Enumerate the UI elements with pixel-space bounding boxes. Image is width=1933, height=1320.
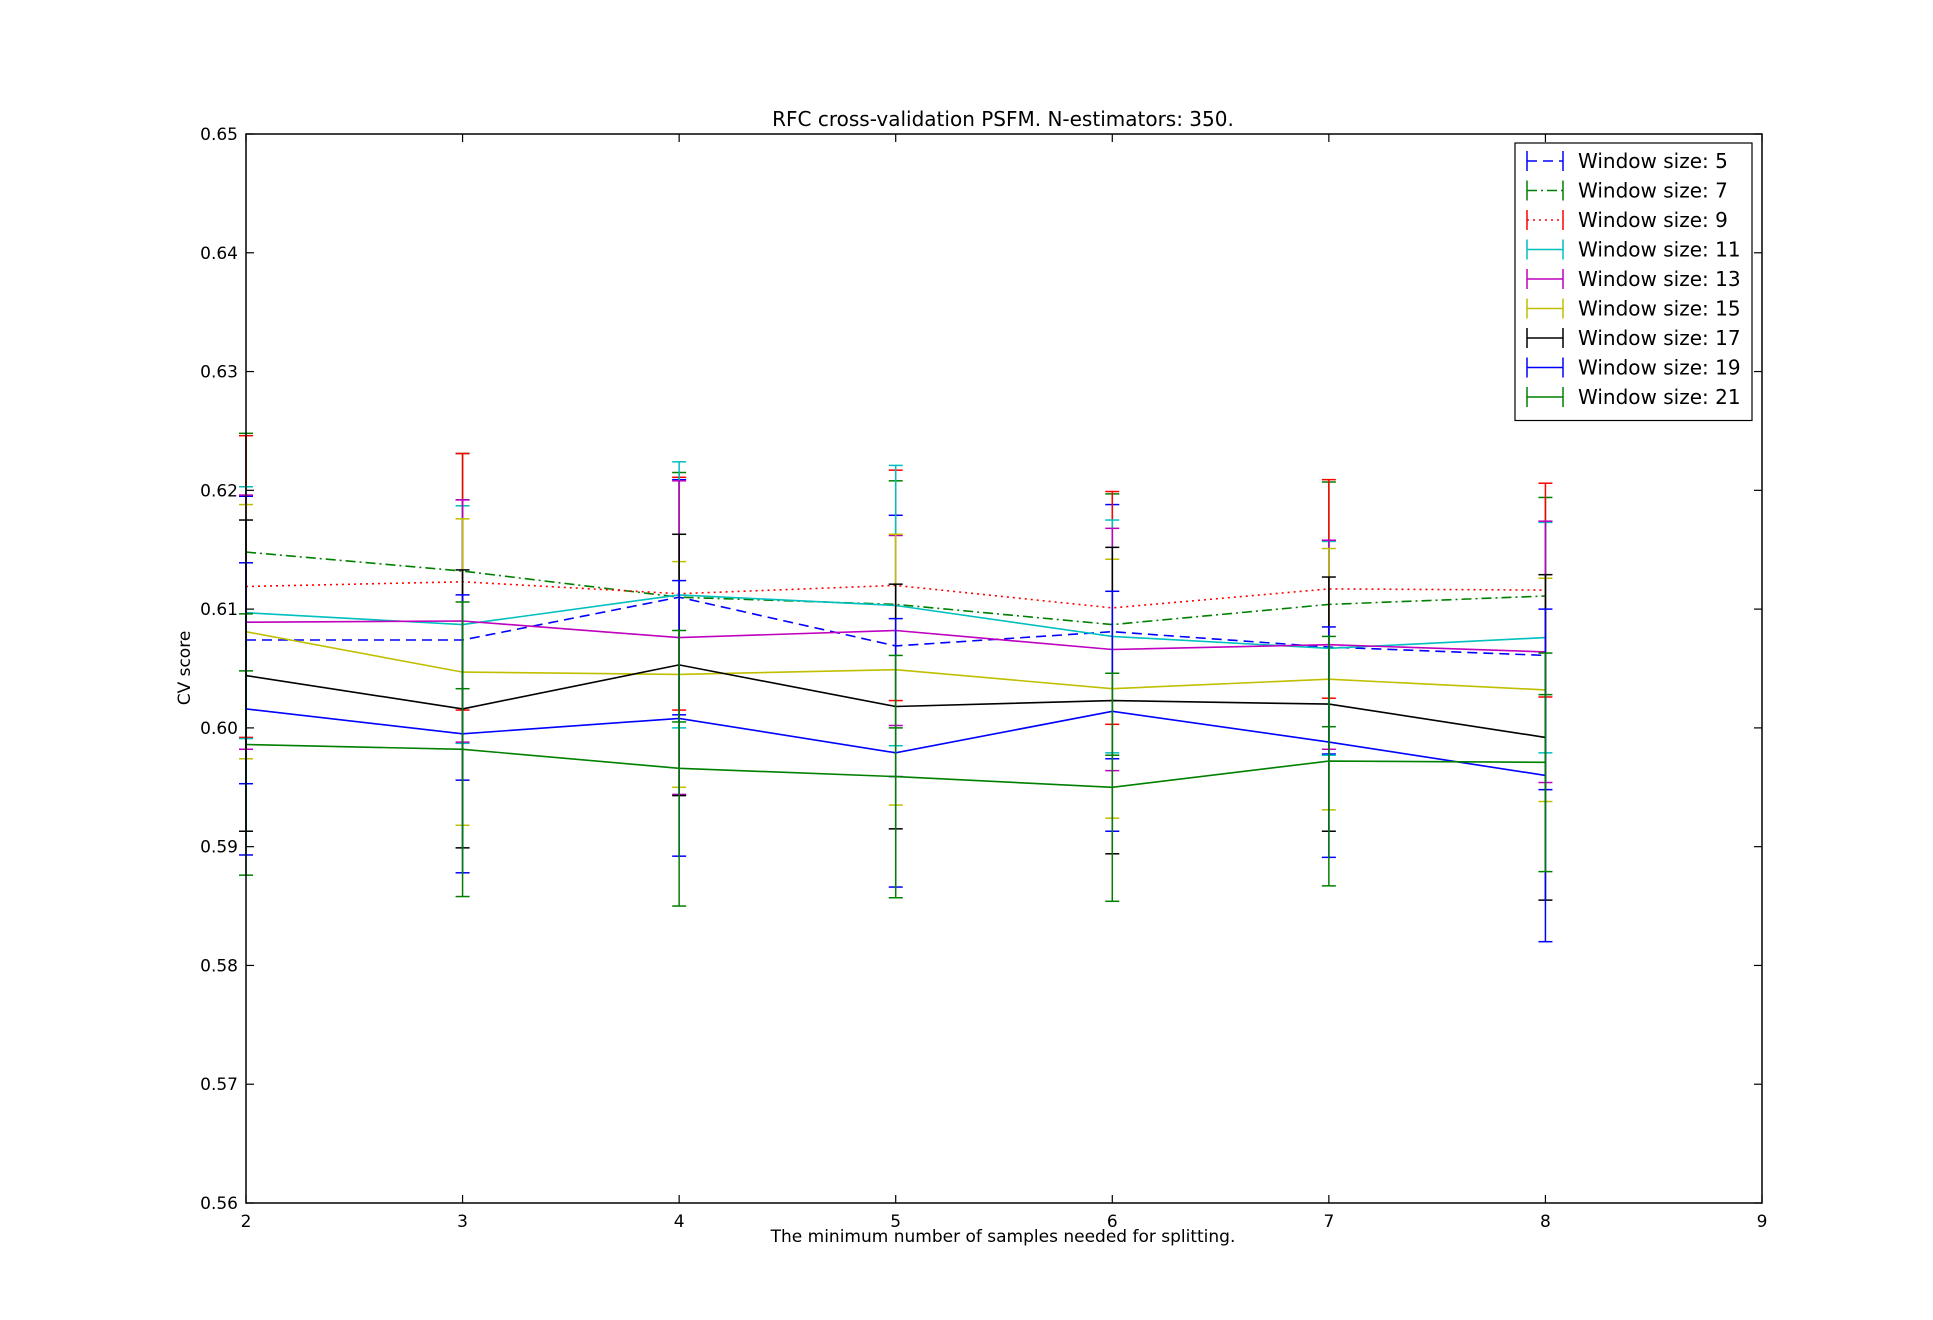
legend-entry: Window size: 17: [1526, 326, 1741, 350]
legend-entry: Window size: 19: [1526, 356, 1741, 380]
series-line: [245, 743, 1546, 789]
y-tick-label: 0.58: [200, 956, 238, 976]
legend-label: Window size: 17: [1578, 326, 1741, 350]
y-axis-label: CV score: [175, 631, 195, 706]
axes-frame: [245, 133, 1763, 1204]
legend-box: [1514, 142, 1753, 422]
x-tick-label: 2: [241, 1212, 252, 1232]
legend-entry: Window size: 5: [1526, 149, 1728, 173]
legend-entry: Window size: 9: [1526, 208, 1728, 232]
y-tick-label: 0.61: [200, 600, 238, 620]
x-tick-label: 5: [890, 1212, 901, 1232]
legend-entry: Window size: 15: [1526, 297, 1741, 321]
x-tick-label: 3: [457, 1212, 468, 1232]
legend-label: Window size: 11: [1578, 238, 1741, 262]
legend-label: Window size: 7: [1578, 179, 1728, 203]
legend-entry: Window size: 7: [1526, 179, 1728, 203]
y-tick-label: 0.60: [200, 719, 238, 739]
y-tick-label: 0.62: [200, 481, 238, 501]
legend-entry: Window size: 11: [1526, 238, 1741, 262]
legend-label: Window size: 21: [1578, 385, 1741, 409]
y-tick-label: 0.59: [200, 838, 238, 858]
legend-label: Window size: 9: [1578, 208, 1728, 232]
legend-label: Window size: 19: [1578, 356, 1741, 380]
legend: Window size: 5 Window size: 7 Window size:…: [1514, 142, 1753, 422]
x-axis-label: The minimum number of samples needed for…: [770, 1227, 1236, 1247]
x-tick-label: 9: [1757, 1212, 1768, 1232]
legend-label: Window size: 15: [1578, 297, 1741, 321]
x-tick-label: 4: [674, 1212, 685, 1232]
legend-label: Window size: 13: [1578, 267, 1741, 291]
y-tick-label: 0.57: [200, 1075, 238, 1095]
x-tick-label: 6: [1107, 1212, 1118, 1232]
x-tick-label: 7: [1323, 1212, 1334, 1232]
legend-entry: Window size: 13: [1526, 267, 1741, 291]
x-tick-label: 8: [1540, 1212, 1551, 1232]
legend-entry: Window size: 21: [1526, 385, 1741, 409]
y-tick-label: 0.63: [200, 363, 238, 383]
y-tick-label: 0.56: [200, 1194, 238, 1214]
y-tick-label: 0.64: [200, 244, 238, 264]
y-tick-label: 0.65: [200, 125, 238, 145]
legend-label: Window size: 5: [1578, 149, 1728, 173]
axis-ticks: 2 3 4 5 6 7 8 9 0.56 0.57 0.58 0.59 0.60 0.61 0.62 0.63…: [200, 125, 1767, 1232]
chart-title: RFC cross-validation PSFM. N-estimators:…: [772, 107, 1234, 131]
